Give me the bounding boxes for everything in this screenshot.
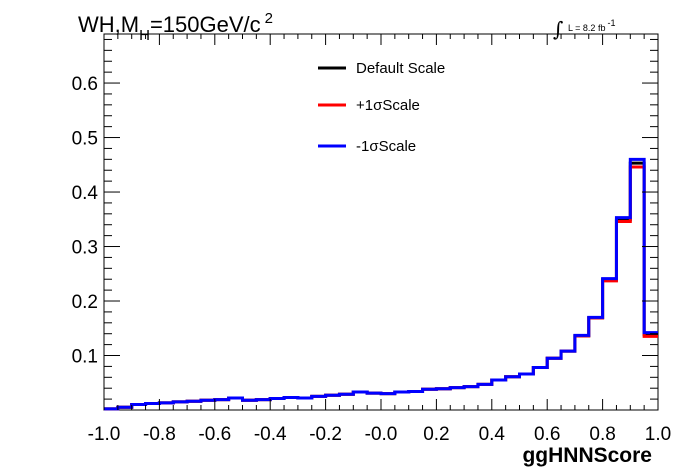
x-tick-label: 0.8 [589,424,615,445]
y-tick-label: 0.6 [72,74,98,95]
x-tick-label: -0.4 [254,424,287,445]
x-tick-label: -0.8 [143,424,176,445]
legend: Default Scale +1σScale -1σScale [318,60,445,155]
x-tick-label: 1.0 [645,424,671,445]
y-tick-label: 0.4 [72,183,99,204]
axis-layer: -1.0 -0.8 -0.6 -0.4 -0.2 -0.0 0.2 0.4 0.6 0.8 1.0 0… [72,34,671,445]
chart-title-base: WH,M [78,12,139,37]
lumi-label: L = 8.2 fb -1 [568,18,615,33]
x-tick-label: 0.2 [423,424,449,445]
x-tick-label: -0.6 [198,424,231,445]
lumi-integral-sign: ∫ [553,17,563,41]
x-tick-label: 0.4 [479,424,506,445]
y-tick-label: 0.5 [72,129,98,150]
chart-title-superscript: 2 [265,10,273,27]
x-tick-label: 0.6 [534,424,560,445]
y-tick-label: 0.3 [72,238,98,259]
x-tick-label: -0.0 [365,424,398,445]
series-layer [104,157,658,411]
y-tick-label: 0.1 [72,347,98,368]
chart-title-rest: =150GeV/c [150,12,261,37]
legend-label-0: Default Scale [356,60,445,77]
lumi-superscript: -1 [607,18,615,28]
x-tick-label: -1.0 [88,424,121,445]
x-tick-label: -0.2 [309,424,342,445]
legend-label-1: +1σScale [356,97,420,114]
x-axis-label: ggHNNScore [522,444,652,467]
legend-label-2: -1σScale [356,138,416,155]
chart-title-subscript: H [139,27,150,44]
chart-title: WH,MH=150GeV/c 2 [78,10,273,44]
y-tick-label: 0.2 [72,292,98,313]
series-line-2 [104,157,658,411]
lumi-text: L = 8.2 fb [568,23,605,33]
